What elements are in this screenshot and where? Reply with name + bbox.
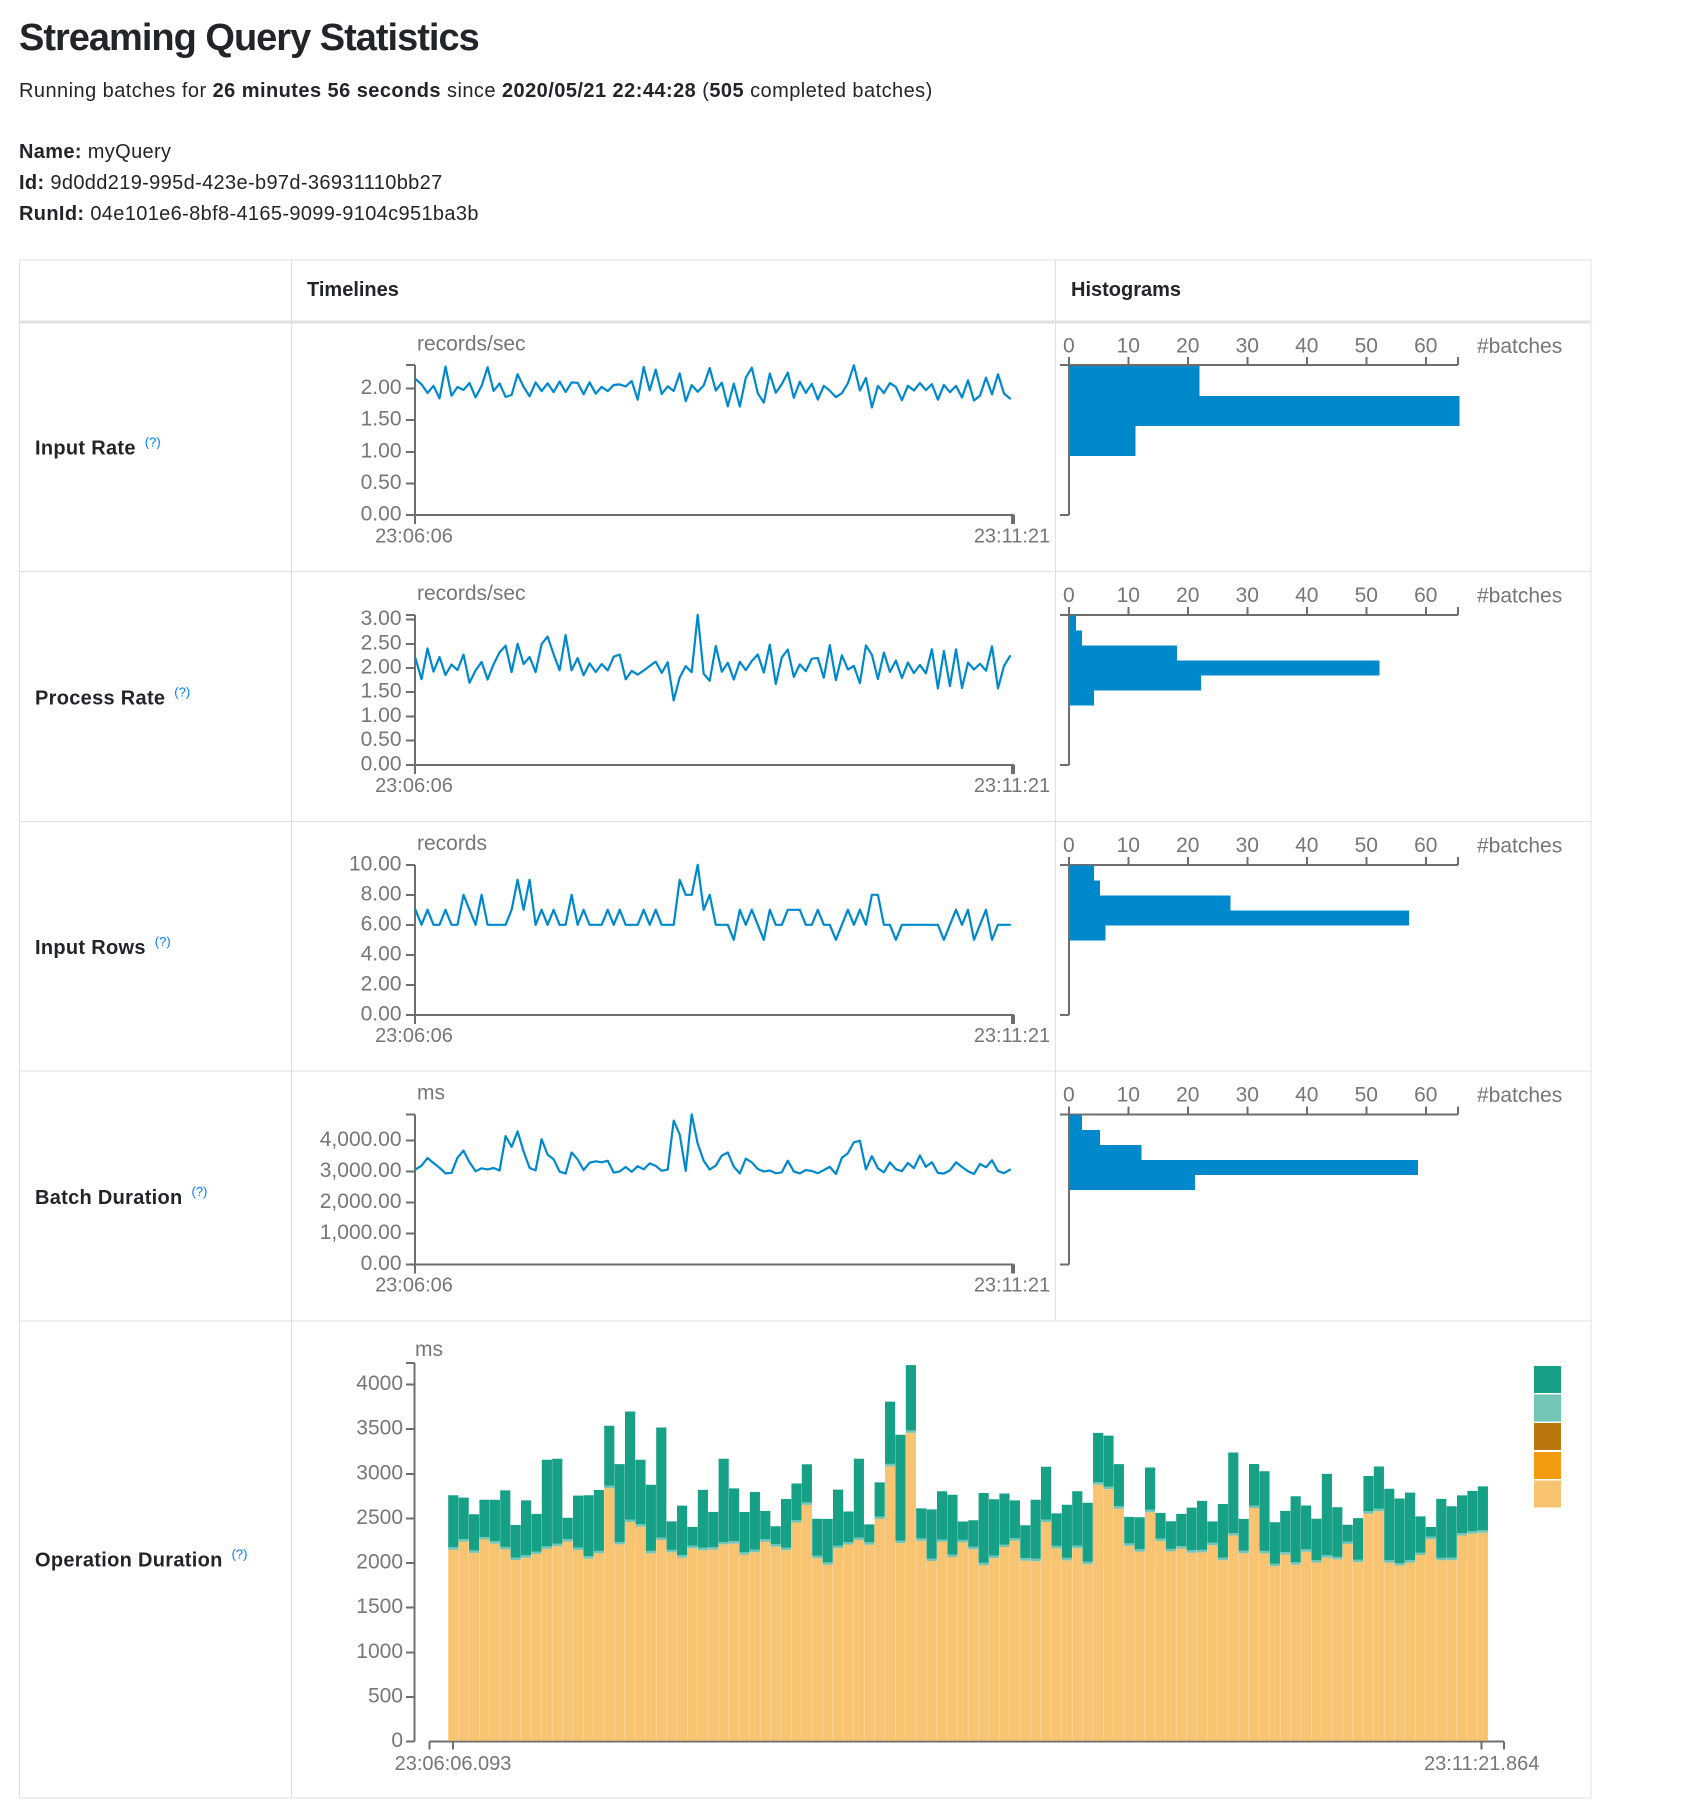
svg-text:60: 60 bbox=[1414, 334, 1437, 357]
svg-text:0: 0 bbox=[1063, 584, 1075, 607]
svg-text:4000: 4000 bbox=[356, 1372, 403, 1395]
svg-text:1.00: 1.00 bbox=[361, 439, 402, 462]
svg-text:23:11:21.864: 23:11:21.864 bbox=[1424, 1753, 1539, 1775]
svg-text:23:06:06: 23:06:06 bbox=[375, 775, 453, 797]
svg-text:2.00: 2.00 bbox=[361, 972, 402, 995]
svg-text:Timelines: Timelines bbox=[307, 279, 399, 301]
svg-text:1500: 1500 bbox=[356, 1595, 403, 1618]
svg-text:0.50: 0.50 bbox=[361, 471, 402, 494]
svg-text:10: 10 bbox=[1117, 584, 1140, 607]
svg-text:2500: 2500 bbox=[356, 1506, 403, 1529]
svg-text:23:11:21: 23:11:21 bbox=[974, 775, 1050, 797]
svg-text:ms: ms bbox=[415, 1338, 443, 1361]
svg-text:20: 20 bbox=[1176, 834, 1199, 857]
svg-text:Operation Duration: Operation Duration bbox=[35, 1550, 223, 1572]
svg-text:10: 10 bbox=[1117, 834, 1140, 857]
svg-text:60: 60 bbox=[1414, 584, 1437, 607]
svg-text:1.50: 1.50 bbox=[361, 680, 402, 703]
svg-text:30: 30 bbox=[1236, 334, 1259, 357]
svg-text:10: 10 bbox=[1117, 1084, 1140, 1107]
svg-text:(?): (?) bbox=[192, 1184, 208, 1199]
svg-text:2,000.00: 2,000.00 bbox=[320, 1190, 402, 1213]
svg-text:0: 0 bbox=[1063, 334, 1075, 357]
svg-text:2000: 2000 bbox=[356, 1551, 403, 1574]
svg-text:1.50: 1.50 bbox=[361, 408, 402, 431]
svg-text:23:06:06: 23:06:06 bbox=[375, 1275, 453, 1297]
svg-text:10.00: 10.00 bbox=[349, 852, 402, 875]
svg-text:0: 0 bbox=[391, 1729, 403, 1752]
svg-text:40: 40 bbox=[1295, 1084, 1318, 1107]
svg-text:50: 50 bbox=[1355, 834, 1378, 857]
svg-text:10: 10 bbox=[1117, 334, 1140, 357]
svg-text:Input Rate: Input Rate bbox=[35, 438, 136, 460]
svg-text:0.00: 0.00 bbox=[361, 503, 402, 526]
svg-text:23:06:06: 23:06:06 bbox=[375, 525, 453, 547]
svg-text:0.00: 0.00 bbox=[361, 752, 402, 775]
svg-text:2.00: 2.00 bbox=[361, 656, 402, 679]
svg-text:50: 50 bbox=[1355, 1084, 1378, 1107]
svg-text:4.00: 4.00 bbox=[361, 942, 402, 965]
svg-text:(?): (?) bbox=[145, 435, 161, 450]
svg-text:20: 20 bbox=[1176, 334, 1199, 357]
svg-text:(?): (?) bbox=[232, 1547, 248, 1562]
svg-text:Process Rate: Process Rate bbox=[35, 687, 165, 709]
svg-text:#batches: #batches bbox=[1477, 1084, 1562, 1107]
svg-text:30: 30 bbox=[1236, 1084, 1259, 1107]
svg-text:0: 0 bbox=[1063, 834, 1075, 857]
svg-text:ms: ms bbox=[417, 1082, 445, 1105]
svg-text:23:06:06.093: 23:06:06.093 bbox=[395, 1753, 512, 1775]
svg-text:#batches: #batches bbox=[1477, 335, 1562, 358]
svg-text:8.00: 8.00 bbox=[361, 882, 402, 905]
svg-text:records: records bbox=[417, 832, 487, 855]
svg-text:40: 40 bbox=[1295, 834, 1318, 857]
svg-text:30: 30 bbox=[1236, 584, 1259, 607]
svg-text:Histograms: Histograms bbox=[1071, 279, 1181, 301]
svg-text:50: 50 bbox=[1355, 334, 1378, 357]
svg-text:records/sec: records/sec bbox=[417, 332, 526, 355]
svg-text:#batches: #batches bbox=[1477, 835, 1562, 858]
svg-text:0.00: 0.00 bbox=[361, 1252, 402, 1275]
svg-text:40: 40 bbox=[1295, 334, 1318, 357]
svg-text:20: 20 bbox=[1176, 1084, 1199, 1107]
svg-text:0.50: 0.50 bbox=[361, 728, 402, 751]
svg-text:40: 40 bbox=[1295, 584, 1318, 607]
svg-text:Input Rows: Input Rows bbox=[35, 937, 146, 959]
svg-text:60: 60 bbox=[1414, 1084, 1437, 1107]
svg-text:23:11:21: 23:11:21 bbox=[974, 525, 1050, 547]
svg-text:(?): (?) bbox=[174, 684, 190, 699]
svg-text:30: 30 bbox=[1236, 834, 1259, 857]
svg-text:23:11:21: 23:11:21 bbox=[974, 1025, 1050, 1047]
svg-text:(?): (?) bbox=[155, 934, 171, 949]
svg-text:50: 50 bbox=[1355, 584, 1378, 607]
svg-text:Batch Duration: Batch Duration bbox=[35, 1187, 183, 1209]
svg-text:1,000.00: 1,000.00 bbox=[320, 1221, 402, 1244]
svg-text:2.00: 2.00 bbox=[361, 376, 402, 399]
svg-text:records/sec: records/sec bbox=[417, 582, 526, 605]
svg-text:3000: 3000 bbox=[356, 1461, 403, 1484]
svg-text:0: 0 bbox=[1063, 1084, 1075, 1107]
svg-text:1.00: 1.00 bbox=[361, 704, 402, 727]
svg-text:1000: 1000 bbox=[356, 1640, 403, 1663]
svg-text:#batches: #batches bbox=[1477, 585, 1562, 608]
svg-text:3,000.00: 3,000.00 bbox=[320, 1159, 402, 1182]
svg-text:0.00: 0.00 bbox=[361, 1002, 402, 1025]
svg-text:2.50: 2.50 bbox=[361, 631, 402, 654]
svg-text:3500: 3500 bbox=[356, 1417, 403, 1440]
svg-text:23:11:21: 23:11:21 bbox=[974, 1275, 1050, 1297]
svg-text:60: 60 bbox=[1414, 834, 1437, 857]
svg-text:20: 20 bbox=[1176, 584, 1199, 607]
svg-text:500: 500 bbox=[368, 1685, 403, 1708]
svg-text:6.00: 6.00 bbox=[361, 912, 402, 935]
svg-text:23:06:06: 23:06:06 bbox=[375, 1025, 453, 1047]
svg-text:4,000.00: 4,000.00 bbox=[320, 1128, 402, 1151]
svg-text:3.00: 3.00 bbox=[361, 607, 402, 630]
